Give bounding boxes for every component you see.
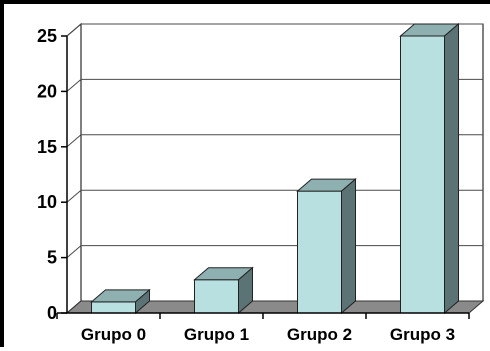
bar-grupo-3: [401, 24, 459, 313]
x-tick-label: Grupo 3: [390, 325, 455, 344]
x-tick-label: Grupo 0: [81, 325, 146, 344]
bar-front: [195, 280, 239, 313]
y-tick-label: 0: [47, 303, 57, 323]
y-tick-label: 25: [37, 26, 57, 46]
y-tick-label: 20: [37, 81, 57, 101]
y-axis: 0 5 10 15 20 25: [37, 26, 67, 323]
bar-front: [401, 36, 445, 313]
bar-chart: 0 5 10 15 20 25 Grupo 0 Grupo 1 Grupo 2 Grupo 3: [4, 4, 490, 351]
x-axis: Grupo 0 Grupo 1 Grupo 2 Grupo 3: [57, 313, 469, 344]
side-wall: [67, 24, 81, 313]
y-tick-label: 10: [37, 192, 57, 212]
y-tick-label: 15: [37, 137, 57, 157]
bar-side: [342, 179, 356, 313]
bar-grupo-2: [298, 179, 356, 313]
y-tick-label: 5: [47, 248, 57, 268]
x-tick-label: Grupo 1: [184, 325, 249, 344]
x-tick-label: Grupo 2: [287, 325, 352, 344]
bar-grupo-1: [195, 268, 253, 313]
bar-side: [445, 24, 459, 313]
bar-front: [298, 191, 342, 313]
bar-front: [92, 302, 136, 313]
